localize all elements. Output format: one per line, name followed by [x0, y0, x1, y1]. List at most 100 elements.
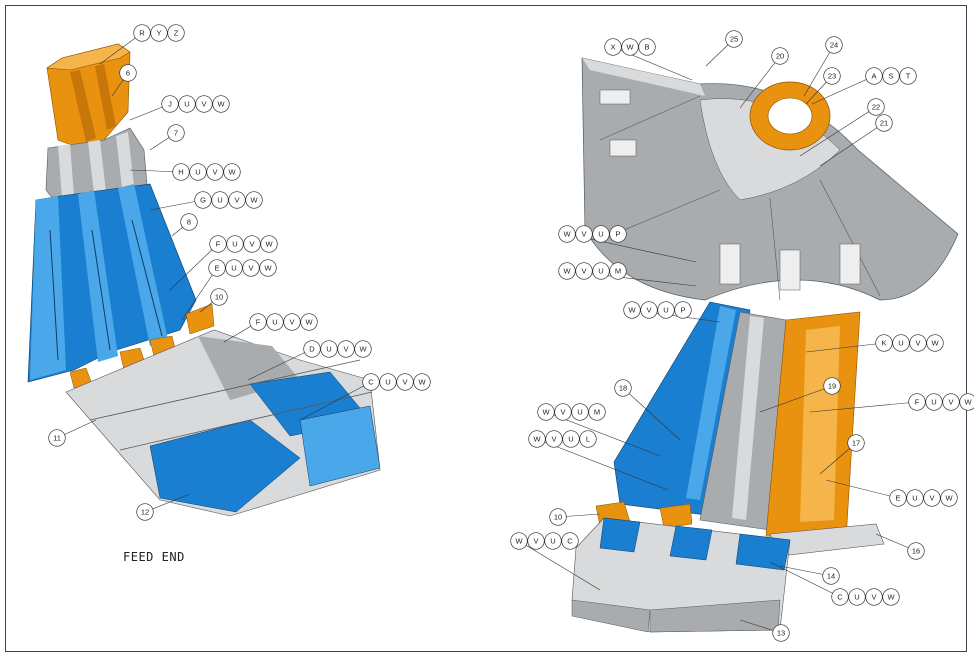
- callout-balloon: [161, 95, 179, 113]
- callout-n23: 23: [823, 67, 841, 85]
- callout-label: B: [644, 43, 649, 52]
- callout-balloon: [959, 393, 974, 411]
- callout-label: W: [305, 318, 313, 327]
- callout-label: 20: [776, 52, 784, 61]
- leader-line-wvul: [536, 438, 669, 491]
- callout-balloon: [892, 334, 910, 352]
- leader-line-n22: [799, 106, 877, 157]
- callout-balloon: [925, 393, 943, 411]
- callout-n13: 13: [772, 624, 790, 642]
- callout-label: H: [178, 168, 183, 177]
- callout-label: 24: [830, 41, 838, 50]
- callout-label: V: [343, 345, 348, 354]
- callout-label: 23: [828, 72, 836, 81]
- callout-balloon: [379, 373, 397, 391]
- callout-balloon: [562, 430, 580, 448]
- callout-label: V: [402, 378, 407, 387]
- callout-balloon: [823, 67, 841, 85]
- callout-balloon: [674, 301, 692, 319]
- callout-balloon: [223, 163, 241, 181]
- callout-balloon: [823, 377, 841, 395]
- callout-balloon: [243, 235, 261, 253]
- leader-line-n20: [739, 55, 781, 109]
- callout-label: 11: [53, 434, 61, 443]
- callout-balloon: [119, 64, 137, 82]
- callout-label: S: [888, 72, 893, 81]
- callout-balloon: [558, 225, 576, 243]
- leader-line-wvuc: [518, 540, 601, 591]
- callout-n21: 21: [875, 114, 893, 132]
- callout-balloon: [209, 235, 227, 253]
- callout-balloon: [614, 379, 632, 397]
- callout-label: P: [615, 230, 620, 239]
- callout-balloon: [211, 191, 229, 209]
- callout-balloon: [907, 542, 925, 560]
- callout-n16: 16: [907, 542, 925, 560]
- callout-balloon: [300, 313, 318, 331]
- callout-label: K: [881, 339, 886, 348]
- callout-balloon: [575, 225, 593, 243]
- callout-label: 7: [174, 129, 178, 138]
- part-11-12-floor-liners: [65, 329, 381, 517]
- callout-balloon: [510, 532, 528, 550]
- callout-balloon: [208, 259, 226, 277]
- callout-balloon: [527, 532, 545, 550]
- callout-label: L: [586, 435, 590, 444]
- callout-label: F: [216, 240, 221, 249]
- callout-balloon: [226, 235, 244, 253]
- callout-label: V: [581, 230, 586, 239]
- callout-label: U: [598, 267, 603, 276]
- leader-line-guvw: [149, 199, 204, 211]
- callout-balloon: [875, 334, 893, 352]
- callout-n10_b: 10: [549, 508, 567, 526]
- callout-label: 10: [554, 513, 562, 522]
- callout-label: U: [272, 318, 277, 327]
- callout-label: U: [550, 537, 555, 546]
- callout-balloon: [150, 24, 168, 42]
- callout-label: V: [249, 240, 254, 249]
- callout-label: U: [232, 240, 237, 249]
- callout-label: V: [646, 306, 651, 315]
- callout-balloon: [940, 489, 958, 507]
- callout-balloon: [554, 403, 572, 421]
- callout-balloon: [771, 47, 789, 65]
- callout-balloon: [228, 191, 246, 209]
- callout-balloon: [396, 373, 414, 391]
- callout-label: U: [898, 339, 903, 348]
- callout-balloon: [136, 503, 154, 521]
- callout-balloon: [638, 38, 656, 56]
- callout-label: 14: [827, 572, 835, 581]
- feed-end-caption: FEED END: [123, 550, 185, 564]
- callout-balloon: [189, 163, 207, 181]
- leader-line-euvw_b: [825, 479, 899, 499]
- callout-n24: 24: [825, 36, 843, 54]
- callout-label: E: [214, 264, 219, 273]
- callout-label: A: [871, 72, 876, 81]
- callout-label: R: [139, 29, 145, 38]
- leader-line-n18: [622, 387, 681, 441]
- callout-balloon: [225, 259, 243, 277]
- callout-label: U: [568, 435, 573, 444]
- callout-label: U: [577, 408, 582, 417]
- callout-balloon: [206, 163, 224, 181]
- callout-balloon: [822, 567, 840, 585]
- callout-label: U: [217, 196, 222, 205]
- callout-balloon: [588, 403, 606, 421]
- callout-label: W: [626, 43, 634, 52]
- leader-line-euvw_a: [181, 267, 218, 321]
- callout-label: V: [581, 267, 586, 276]
- callout-label: V: [929, 494, 934, 503]
- callout-label: F: [256, 318, 261, 327]
- callout-balloon: [210, 288, 228, 306]
- part-24-orange-ring: [749, 81, 831, 151]
- callout-label: W: [945, 494, 953, 503]
